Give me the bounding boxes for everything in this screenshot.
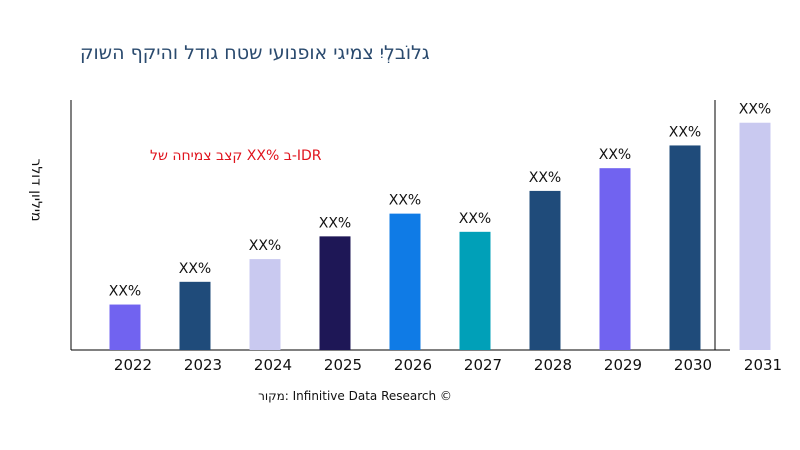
x-tick-label-2028: 2028 xyxy=(534,356,572,374)
x-tick-label-2026: 2026 xyxy=(394,356,432,374)
bar-2027 xyxy=(459,231,491,350)
x-tick-label-2029: 2029 xyxy=(604,356,642,374)
data-label-2027: XX% xyxy=(459,211,491,227)
x-tick-label-2027: 2027 xyxy=(464,356,502,374)
bar-2026 xyxy=(389,213,421,350)
data-label-2024: XX% xyxy=(249,238,281,254)
data-label-2029: XX% xyxy=(599,147,631,163)
x-tick-label-2022: 2022 xyxy=(114,356,152,374)
bar-2031 xyxy=(739,122,771,351)
chart-title: קושה ףקיהו לדוג חטש יעונפוא יגימצ יִלְבו… xyxy=(80,42,430,64)
x-tick-label-2024: 2024 xyxy=(254,356,292,374)
x-tick-label-2023: 2023 xyxy=(184,356,222,374)
bar-2025 xyxy=(319,236,351,350)
data-label-2028: XX% xyxy=(529,170,561,186)
bar-2030 xyxy=(669,145,701,350)
source-text: רוקמ: Infinitive Data Research © xyxy=(258,389,452,403)
data-label-2030: XX% xyxy=(669,124,701,140)
x-tick-label-2030: 2030 xyxy=(674,356,712,374)
bar-2024 xyxy=(249,259,281,350)
bar-2028 xyxy=(529,190,561,350)
data-label-2025: XX% xyxy=(319,215,351,231)
data-label-2023: XX% xyxy=(179,261,211,277)
x-tick-label-2025: 2025 xyxy=(324,356,362,374)
x-tick-label-2031: 2031 xyxy=(744,356,782,374)
bar-2029 xyxy=(599,168,631,350)
bar-2022 xyxy=(109,304,141,350)
growth-annotation: לש החימצ בצק XX% ב-IDR xyxy=(150,148,322,164)
data-label-2031: XX% xyxy=(739,102,771,118)
y-axis-label: רלוד ןוילימ xyxy=(28,158,44,221)
data-label-2022: XX% xyxy=(109,284,141,300)
data-label-2026: XX% xyxy=(389,193,421,209)
bar-2023 xyxy=(179,281,211,350)
